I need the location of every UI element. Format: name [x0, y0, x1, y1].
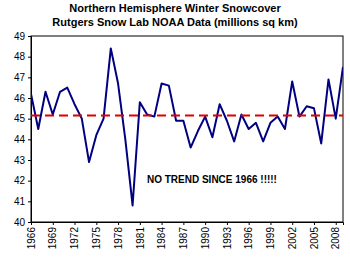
y-tick: 44	[14, 134, 31, 145]
x-tick: 1978	[113, 222, 124, 249]
x-tick-label: 2008	[330, 227, 341, 250]
mean-line	[31, 115, 343, 117]
x-tick-mark	[53, 222, 54, 225]
x-tick-mark	[249, 222, 250, 225]
x-tick-label: 2005	[309, 227, 320, 250]
chart-container: Northern Hemisphere Winter Snowcover Rutg…	[0, 0, 350, 263]
y-tick-mark	[28, 57, 31, 58]
y-tick-label: 46	[14, 93, 26, 104]
x-axis: 1966 1969 1972 1975 1978 1981 1984 1987 1990 1993…	[26, 222, 344, 249]
x-tick-label: 1993	[222, 227, 233, 250]
y-tick: 45	[14, 113, 31, 124]
x-tick-mark	[205, 222, 206, 225]
y-tick: 46	[14, 93, 31, 104]
x-tick-mark	[162, 222, 163, 225]
x-tick-label: 1975	[91, 227, 102, 250]
x-tick-label: 1987	[178, 227, 189, 250]
y-axis-line	[28, 37, 32, 223]
y-tick-mark	[28, 77, 31, 78]
y-tick-mark	[28, 201, 31, 202]
x-tick-mark	[314, 222, 315, 225]
x-tick: 2002	[287, 222, 298, 249]
y-tick-label: 47	[14, 72, 26, 83]
y-tick-mark	[28, 222, 31, 223]
subtitle: Rutgers Snow Lab NOAA Data (millions sq …	[52, 16, 298, 28]
y-tick-label: 42	[14, 175, 26, 186]
x-tick: 1966	[26, 222, 37, 249]
y-tick: 43	[14, 155, 31, 166]
y-tick-label: 49	[14, 31, 26, 42]
x-tick-label: 1999	[265, 227, 276, 250]
x-tick-label: 2002	[287, 227, 298, 250]
y-tick-mark	[28, 36, 31, 37]
y-tick-mark	[28, 160, 31, 161]
x-tick-mark	[96, 222, 97, 225]
y-tick-mark	[28, 98, 31, 99]
x-tick-label: 1981	[135, 227, 146, 250]
y-tick-mark	[28, 139, 31, 140]
x-tick: 1984	[156, 222, 167, 249]
y-tick-label: 45	[14, 113, 26, 124]
x-tick-label: 1990	[200, 227, 211, 250]
y-tick-label: 40	[14, 217, 26, 228]
x-tick-label: 1972	[69, 227, 80, 250]
x-tick: 1975	[91, 222, 102, 249]
y-tick-mark	[28, 181, 31, 182]
x-tick-label: 1969	[47, 227, 58, 250]
x-tick-mark	[336, 222, 337, 225]
x-tick: 1981	[135, 222, 146, 249]
x-axis-line	[32, 223, 344, 226]
y-tick: 42	[14, 175, 31, 186]
plot-area	[31, 48, 343, 205]
y-tick-label: 48	[14, 51, 26, 62]
plot-frame	[31, 36, 343, 222]
y-tick-label: 41	[14, 196, 26, 207]
y-tick-label: 44	[14, 134, 26, 145]
y-tick-mark	[28, 119, 31, 120]
x-tick: 1987	[178, 222, 189, 249]
chart-svg: Northern Hemisphere Winter Snowcover Rutg…	[0, 0, 350, 263]
x-tick: 1969	[47, 222, 58, 249]
y-tick: 48	[14, 51, 31, 62]
title: Northern Hemisphere Winter Snowcover	[69, 2, 281, 14]
y-axis: 40 41 42 43 44 45 46 47 48 49	[14, 31, 32, 228]
x-tick-mark	[140, 222, 141, 225]
x-tick-mark	[183, 222, 184, 225]
x-tick: 1972	[69, 222, 80, 249]
x-tick-mark	[292, 222, 293, 225]
x-tick-mark	[270, 222, 271, 225]
x-tick-mark	[75, 222, 76, 225]
x-tick-label: 1978	[113, 227, 124, 250]
x-tick: 1999	[265, 222, 276, 249]
x-tick: 1990	[200, 222, 211, 249]
y-tick: 47	[14, 72, 31, 83]
x-tick: 2005	[309, 222, 320, 249]
x-tick-label: 1996	[243, 227, 254, 250]
annotation: NO TREND SINCE 1966 !!!!!	[147, 174, 277, 185]
y-tick-label: 43	[14, 155, 26, 166]
x-tick-mark	[118, 222, 119, 225]
y-tick: 40	[14, 217, 31, 228]
y-tick: 41	[14, 196, 31, 207]
x-tick: 2008	[330, 222, 341, 249]
data-line	[31, 48, 343, 205]
x-tick-label: 1984	[156, 227, 167, 250]
x-tick: 1996	[243, 222, 254, 249]
x-tick-label: 1966	[26, 227, 37, 250]
x-tick-mark	[31, 222, 32, 225]
x-tick-mark	[227, 222, 228, 225]
x-tick: 1993	[222, 222, 233, 249]
y-tick: 49	[14, 31, 31, 42]
